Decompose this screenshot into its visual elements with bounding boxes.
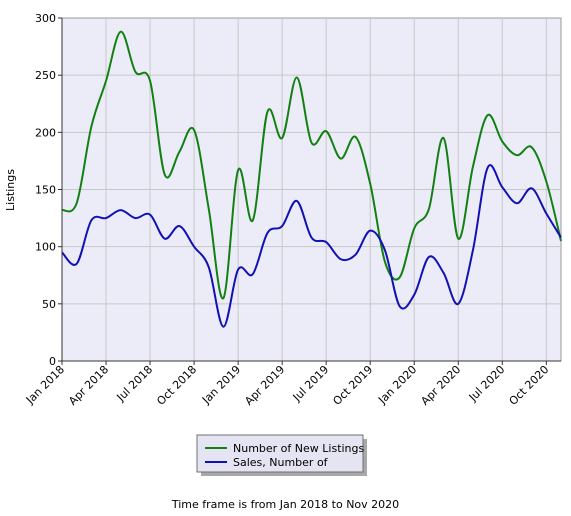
footer-caption: Time frame is from Jan 2018 to Nov 2020: [171, 498, 400, 511]
x-tick-label: Jan 2020: [375, 363, 419, 407]
x-tick-label: Apr 2018: [66, 363, 111, 408]
y-ticks: 0 50 100 150 200 250 300: [35, 12, 62, 368]
series-lines: [61, 30, 562, 328]
y-tick-label: 300: [35, 12, 56, 25]
x-tick-label: Oct 2018: [154, 363, 199, 408]
legend-box: [196, 434, 364, 473]
x-tick-label: Apr 2019: [242, 363, 287, 408]
legend-label-sales: Sales, Number of: [233, 456, 329, 469]
x-tick-label: Apr 2020: [418, 363, 463, 408]
x-tick-label: Jul 2019: [290, 363, 332, 405]
legend-label-new-listings: Number of New Listings: [233, 442, 365, 455]
x-tick-label: Jul 2020: [466, 363, 508, 405]
x-tick-label: Jan 2018: [23, 363, 67, 407]
x-ticks: Jan 2018 Apr 2018 Jul 2018 Oct 2018 Jan 2019…: [23, 361, 551, 408]
y-tick-label: 150: [35, 184, 56, 197]
x-tick-label: Oct 2020: [507, 363, 552, 408]
y-tick-label: 50: [42, 298, 56, 311]
grid-lines: [62, 18, 561, 361]
legend: Number of New Listings Sales, Number of: [196, 434, 367, 476]
series-line-sales: [61, 164, 562, 328]
y-axis-title: Listings: [4, 169, 17, 211]
x-tick-label: Jan 2019: [199, 363, 243, 407]
series-line-new-listings: [61, 30, 562, 300]
y-tick-label: 200: [35, 126, 56, 139]
y-tick-label: 0: [49, 355, 56, 368]
y-tick-label: 100: [35, 241, 56, 254]
y-tick-label: 250: [35, 69, 56, 82]
x-tick-label: Oct 2019: [330, 363, 375, 408]
x-tick-label: Jul 2018: [114, 363, 156, 405]
